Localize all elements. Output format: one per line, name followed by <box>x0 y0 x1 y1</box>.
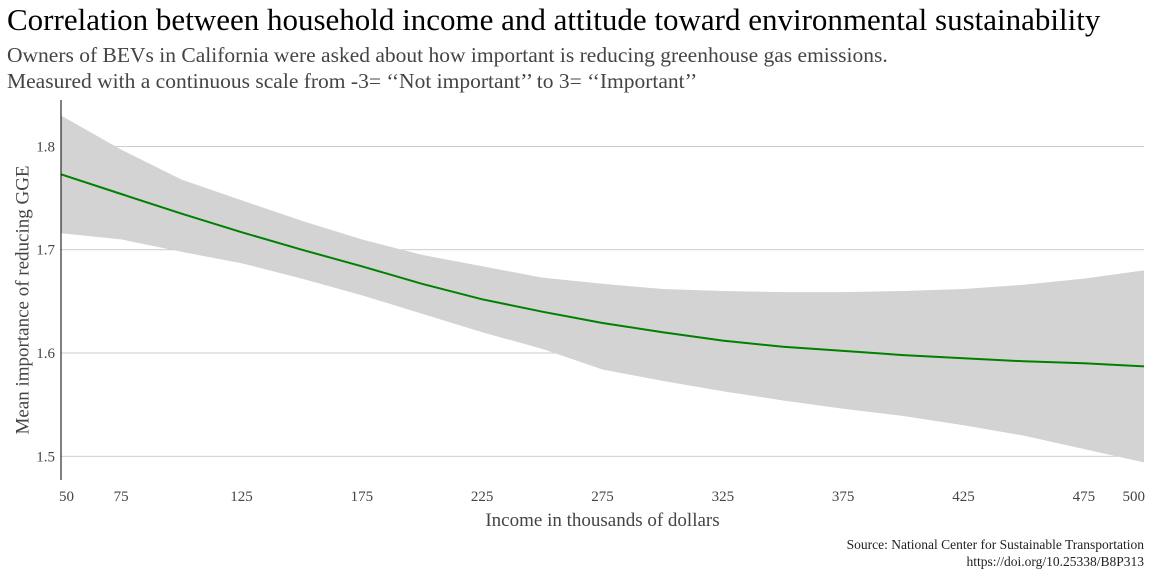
fit-line <box>60 173 1145 368</box>
x-tick-label: 325 <box>712 489 735 505</box>
confidence-ribbon <box>61 115 1144 463</box>
x-tick-label: 275 <box>591 489 614 505</box>
x-tick-labels: 50 75 125 175 225 275 325 375 425 475 500 <box>59 489 1145 505</box>
x-tick-label: 475 <box>1073 489 1096 505</box>
caption-source: Source: National Center for Sustainable … <box>846 537 1144 552</box>
x-tick-label: 125 <box>230 489 253 505</box>
chart-subtitle: Owners of BEVs in California were asked … <box>7 42 888 94</box>
y-tick-label: 1.7 <box>36 243 55 259</box>
x-tick-label: 425 <box>952 489 975 505</box>
caption-doi: https://doi.org/10.25338/B8P313 <box>966 554 1144 569</box>
x-axis-title: Income in thousands of dollars <box>485 510 719 531</box>
x-tick-label: 75 <box>114 489 129 505</box>
x-tick-label: 50 <box>59 489 74 505</box>
y-tick-label: 1.5 <box>36 449 55 465</box>
x-tick-label: 175 <box>351 489 374 505</box>
x-tick-label: 225 <box>471 489 494 505</box>
y-tick-label: 1.8 <box>36 139 55 155</box>
x-tick-label: 500 <box>1123 489 1146 505</box>
y-tick-labels: 1.5 1.6 1.7 1.8 <box>36 139 55 465</box>
x-tick-label: 375 <box>832 489 855 505</box>
y-axis-title: Mean importance of reducing GGE <box>13 165 34 434</box>
subtitle-line-2: Measured with a continuous scale from -3… <box>7 69 698 93</box>
y-tick-label: 1.6 <box>36 346 55 362</box>
caption: Source: National Center for Sustainable … <box>847 536 1144 570</box>
subtitle-line-1: Owners of BEVs in California were asked … <box>7 43 888 67</box>
chart-title: Correlation between household income and… <box>7 2 1101 37</box>
